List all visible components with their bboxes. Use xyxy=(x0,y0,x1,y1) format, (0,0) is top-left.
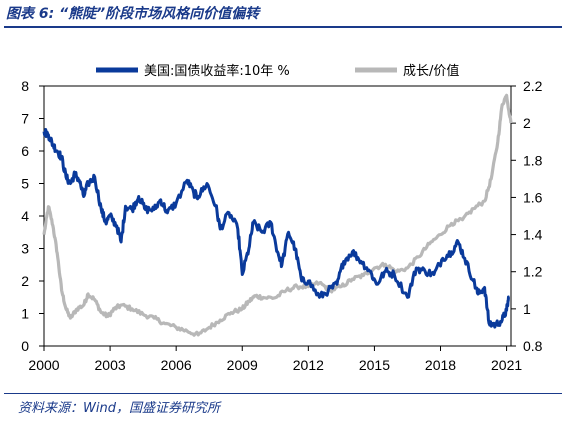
right-tick-label: 1.4 xyxy=(523,227,543,243)
left-tick-label: 6 xyxy=(21,143,29,159)
x-tick-label: 2015 xyxy=(359,357,390,373)
left-tick-label: 2 xyxy=(21,273,29,289)
x-tick-label: 2018 xyxy=(425,357,456,373)
legend: 美国:国债收益率:10年 % 成长/价值 xyxy=(96,63,459,79)
x-axis: 2000 2003 2006 2009 2012 2015 2018 2021 xyxy=(28,346,522,373)
left-tick-label: 0 xyxy=(21,338,29,354)
figure-caption: 图表 6: “熊陡”阶段市场风格向价值偏转 xyxy=(6,6,260,22)
right-tick-label: 1.8 xyxy=(523,152,543,168)
right-tick-label: 2 xyxy=(523,115,531,131)
x-tick-label: 2000 xyxy=(28,357,59,373)
series-line-1 xyxy=(42,93,513,337)
right-axis: 0.8 1 1.2 1.4 1.6 1.8 2 2.2 xyxy=(511,78,543,354)
source-divider xyxy=(4,393,562,394)
right-tick-label: 2.2 xyxy=(523,78,543,94)
left-tick-label: 3 xyxy=(21,241,29,257)
x-tick-label: 2009 xyxy=(227,357,258,373)
right-tick-label: 1.6 xyxy=(523,189,543,205)
x-tick-label: 2012 xyxy=(293,357,324,373)
right-tick-label: 0.8 xyxy=(523,338,543,354)
right-tick-label: 1.2 xyxy=(523,264,543,280)
x-tick-label: 2003 xyxy=(95,357,126,373)
left-tick-label: 1 xyxy=(21,306,29,322)
series-line-0 xyxy=(42,128,510,329)
legend-label-1: 成长/价值 xyxy=(403,63,459,79)
left-tick-label: 7 xyxy=(21,111,29,127)
x-tick-label: 2021 xyxy=(491,357,522,373)
caption-divider xyxy=(4,26,562,28)
left-axis: 0 1 2 3 4 5 6 7 8 xyxy=(21,78,44,354)
series-lines xyxy=(42,93,513,337)
left-tick-label: 8 xyxy=(21,78,29,94)
x-tick-label: 2006 xyxy=(161,357,192,373)
left-tick-label: 4 xyxy=(21,208,29,224)
right-tick-label: 1 xyxy=(523,301,531,317)
left-tick-label: 5 xyxy=(21,176,29,192)
source-note: 资料来源：Wind，国盛证券研究所 xyxy=(18,401,220,416)
legend-label-0: 美国:国债收益率:10年 % xyxy=(144,63,290,79)
